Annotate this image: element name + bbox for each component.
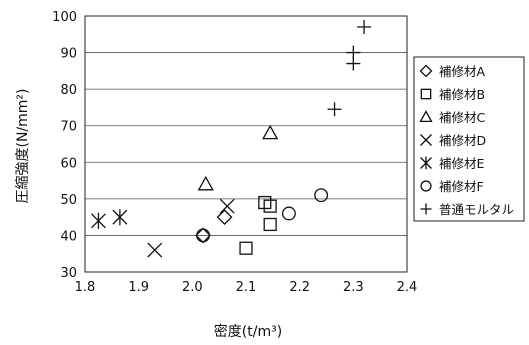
data-point-plus [327, 102, 342, 117]
legend-marker-circle [420, 180, 432, 192]
data-point-circle [196, 228, 211, 243]
x-tick-label: 1.9 [128, 280, 149, 295]
data-point-square [263, 217, 277, 232]
legend-marker-diamond [419, 64, 433, 78]
data-point-plus [357, 19, 372, 34]
data-point-plus [346, 45, 361, 60]
legend: 補修材A 補修材B 補修材C 補修材D 補修材E 補修材F 普通モルタル [413, 56, 525, 222]
x-tick-label: 2.3 [343, 280, 364, 295]
data-point-square [239, 241, 253, 255]
legend-label: 補修材F [439, 179, 484, 194]
plot-area-frame [84, 15, 408, 273]
legend-label: 補修材E [439, 156, 485, 171]
x-axis-ticks: 1.8 1.9 2.0 2.1 2.2 2.3 2.4 [75, 280, 418, 295]
x-tick-label: 2.1 [236, 280, 257, 295]
data-point-triangle [197, 175, 214, 191]
y-tick-label: 30 [60, 266, 77, 281]
y-tick-label: 60 [60, 156, 77, 171]
y-tick-label: 100 [52, 10, 77, 25]
data-point-diamond [216, 209, 233, 226]
legend-label: 補修材A [439, 64, 486, 79]
legend-marker-x [420, 134, 432, 146]
y-tick-label: 80 [60, 83, 77, 98]
data-point-x [219, 198, 235, 214]
x-tick-label: 2.4 [397, 280, 418, 295]
legend-marker-asterisk [420, 156, 432, 170]
y-tick-label: 70 [60, 120, 77, 135]
y-axis-ticks: 30 40 50 60 70 80 90 100 [52, 10, 77, 281]
y-tick-label: 50 [60, 193, 77, 208]
data-point-x [147, 242, 163, 258]
data-point-triangle [262, 124, 279, 140]
y-axis-title: 圧縮強度(N/mm²) [15, 88, 31, 203]
x-tick-label: 2.2 [289, 280, 310, 295]
data-point-square [263, 199, 277, 213]
legend-label: 補修材C [439, 110, 486, 125]
legend-frame [413, 56, 525, 222]
x-axis-title: 密度(t/m³) [214, 323, 282, 340]
legend-marker-square [420, 88, 432, 100]
data-point-asterisk [112, 209, 128, 226]
legend-label: 普通モルタル [439, 202, 514, 217]
legend-label: 補修材B [439, 87, 485, 102]
data-point-circle [281, 206, 296, 221]
data-point-diamond [195, 227, 211, 244]
data-point-circle [314, 188, 329, 203]
grid-lines [85, 52, 407, 236]
x-tick-label: 2.0 [182, 280, 203, 295]
legend-marker-triangle [419, 110, 433, 123]
data-point-asterisk [90, 212, 106, 229]
data-points [90, 19, 372, 258]
x-tick-label: 1.8 [75, 280, 96, 295]
legend-label: 補修材D [439, 133, 486, 148]
y-tick-label: 90 [60, 47, 77, 62]
y-tick-label: 40 [60, 229, 77, 244]
legend-marker-plus [420, 203, 432, 215]
